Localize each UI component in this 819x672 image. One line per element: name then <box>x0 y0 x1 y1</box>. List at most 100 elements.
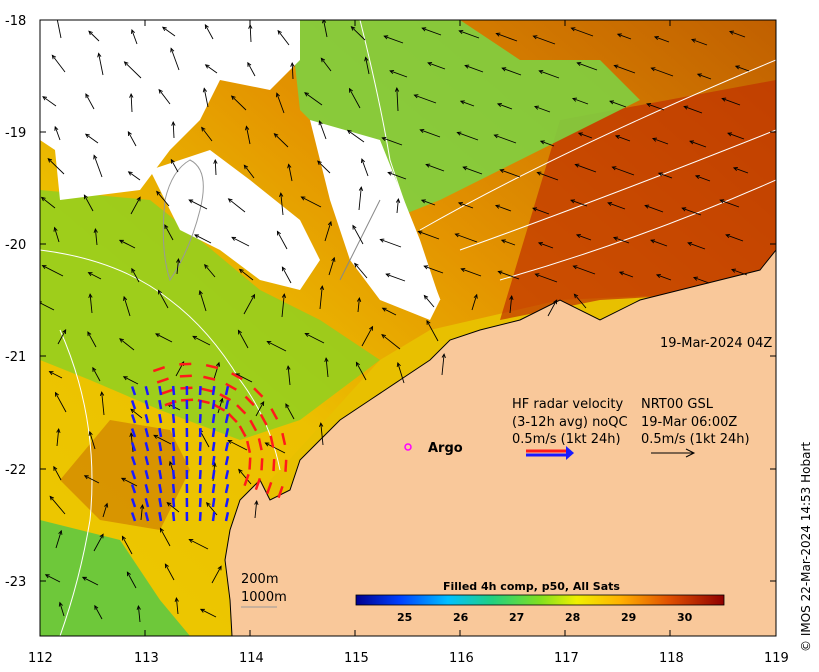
lat-label-19: -19 <box>5 126 26 141</box>
isobath-line-2 <box>59 329 93 636</box>
current-vector <box>735 65 750 72</box>
current-vector-head <box>534 273 540 278</box>
current-vector-head <box>653 36 659 41</box>
current-vector-head <box>509 295 514 300</box>
hf-radar-arrow-red <box>227 412 238 423</box>
current-vector <box>131 29 138 45</box>
hf-radar-arrow-blue <box>158 413 163 424</box>
current-vector-head <box>425 163 431 168</box>
hf-radar-arrow-blue <box>171 469 176 480</box>
current-vector-head <box>644 204 650 209</box>
current-vector <box>421 199 436 206</box>
current-vector-head <box>58 601 63 607</box>
hf-radar-arrow-red <box>203 375 216 381</box>
current-vector-head <box>213 158 218 164</box>
current-vector-head <box>131 267 136 273</box>
current-vector <box>288 164 293 182</box>
current-vector <box>500 169 521 178</box>
current-vector-head <box>194 234 199 239</box>
current-vector <box>130 408 143 419</box>
current-time-label: 19-Mar 06:00Z <box>641 415 737 430</box>
hf-radar-arrow-blue <box>158 441 163 452</box>
current-vector-head <box>164 224 169 230</box>
current-vector-head <box>127 171 133 176</box>
hf-radar-arrow-blue <box>198 469 202 480</box>
current-vector-head <box>426 319 431 325</box>
current-vector <box>158 89 171 105</box>
current-vector-head <box>420 199 426 204</box>
current-vector-head <box>646 102 652 108</box>
current-vector <box>609 100 627 108</box>
current-vector-head <box>254 500 259 505</box>
current-vector-head <box>381 334 386 339</box>
current-vector-head <box>609 100 615 105</box>
current-vector <box>389 70 408 78</box>
current-vector <box>281 266 292 284</box>
hf-radar-arrow-blue <box>158 511 163 522</box>
current-vector-head <box>140 504 145 509</box>
cool-water-southwest <box>40 520 190 636</box>
current-vector-head <box>696 73 702 78</box>
current-vector <box>358 187 362 211</box>
current-vector <box>51 55 66 73</box>
current-vector-head <box>131 28 136 34</box>
hf-radar-arrow-red <box>213 403 226 412</box>
current-vector <box>617 33 632 40</box>
current-vector <box>199 290 207 312</box>
current-vector <box>211 566 222 584</box>
current-vector-head <box>281 293 287 299</box>
hf-radar-arrow-blue <box>211 441 216 452</box>
current-vector <box>720 199 740 208</box>
cloud-mask-central <box>150 150 320 290</box>
current-vector <box>386 273 406 282</box>
current-vector <box>254 501 258 519</box>
current-vector-head <box>421 27 427 32</box>
current-vector <box>94 605 103 620</box>
current-vector-head <box>88 30 93 36</box>
current-vector-head <box>364 56 369 62</box>
current-vector <box>689 140 707 148</box>
current-vector <box>695 175 711 182</box>
current-vector-head <box>204 64 210 69</box>
current-vector <box>458 202 474 209</box>
current-vector <box>731 269 748 276</box>
hf-radar-arrow-red <box>231 372 243 381</box>
current-vector-head <box>231 236 237 241</box>
current-vector-head <box>655 274 661 279</box>
current-vector <box>42 265 64 277</box>
current-vector <box>320 423 324 446</box>
current-vector <box>239 269 254 281</box>
hf-radar-arrow-blue <box>211 483 216 494</box>
current-vector <box>457 132 479 141</box>
hf-radar-arrow-blue <box>211 497 216 508</box>
current-vector-head <box>728 30 734 35</box>
current-vector <box>200 608 217 618</box>
current-vector <box>87 331 97 348</box>
current-vector <box>170 48 180 71</box>
current-vector-head <box>54 391 59 397</box>
hf-radar-arrow-blue <box>144 427 150 438</box>
current-vector-head <box>166 502 172 507</box>
current-scale-arrow <box>651 448 696 458</box>
hf-radar-arrow-blue <box>224 511 230 522</box>
current-vector-head <box>156 190 161 196</box>
current-vector <box>204 24 214 40</box>
hf-radar-arrow-red <box>266 481 273 495</box>
current-vector <box>614 65 636 74</box>
hf-radar-arrow-blue <box>144 497 150 508</box>
current-vector <box>194 234 212 244</box>
current-vector-head <box>346 129 352 135</box>
current-vector-head <box>41 265 47 270</box>
current-vector <box>277 231 288 250</box>
current-vector-head <box>238 268 244 274</box>
current-vector <box>84 475 100 484</box>
current-vector <box>42 96 57 107</box>
current-vector-head <box>321 20 327 24</box>
current-vector-head <box>719 199 725 204</box>
current-vector-head <box>320 57 326 63</box>
current-vector-head <box>734 65 740 70</box>
hf-radar-arrow-red <box>254 477 262 491</box>
current-vector <box>320 57 332 72</box>
hf-radar-arrow-red <box>284 459 288 472</box>
lat-label-18: -18 <box>5 14 26 29</box>
